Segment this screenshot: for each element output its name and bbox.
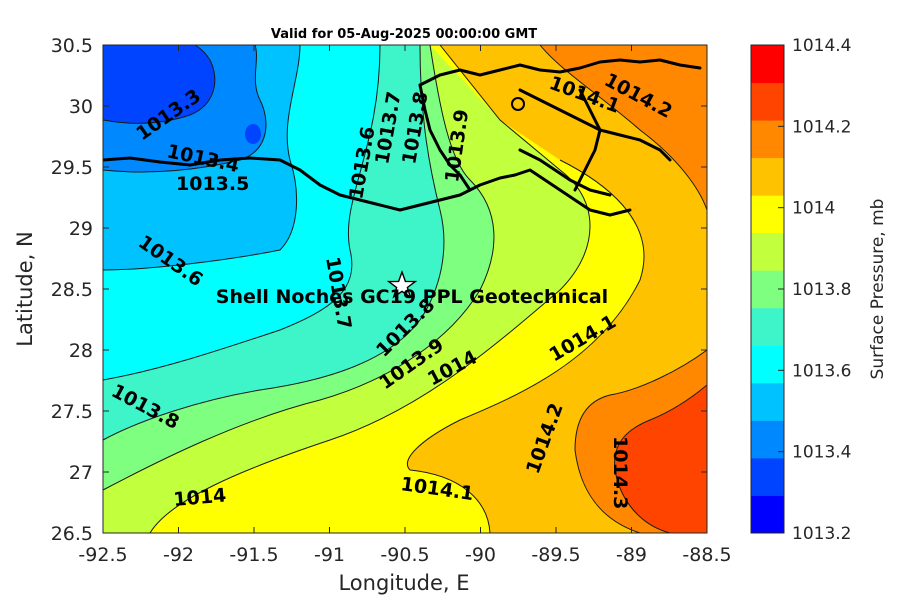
band-1014-3 xyxy=(614,385,707,533)
y-tick-label: 30.5 xyxy=(51,35,93,57)
x-tick-label: -90 xyxy=(465,544,496,566)
y-tick-label: 29 xyxy=(69,218,93,240)
y-axis-label: Latitude, N xyxy=(13,231,37,347)
contour-label: 1013.5 xyxy=(176,173,249,195)
colorbar-tick-label: 1014 xyxy=(792,199,835,219)
band-1014-2-upper xyxy=(540,45,707,210)
y-tick-label: 29.5 xyxy=(51,157,93,179)
y-tick-label: 28.5 xyxy=(51,279,93,301)
site-label: Shell Noches GC19 PPL Geotechnical xyxy=(216,286,608,308)
colorbar: 1014.4 1014.2 1014 1013.8 1013.6 1013.4 1013.2… xyxy=(750,36,888,544)
map-title: Valid for 05-Aug-2025 00:00:00 GMT xyxy=(271,27,537,42)
star-icon xyxy=(386,269,418,299)
colorbar-band xyxy=(751,82,784,121)
x-tick-label: -91 xyxy=(314,544,345,566)
colorbar-band xyxy=(751,120,784,159)
contour-label: 1014.3 xyxy=(609,436,631,509)
colorbar-tick-label: 1013.6 xyxy=(792,361,851,381)
y-tick-label: 30 xyxy=(69,96,93,118)
site-marker: Shell Noches GC19 PPL Geotechnical xyxy=(216,269,608,308)
colorbar-band xyxy=(751,457,784,496)
colorbar-band xyxy=(751,45,784,84)
x-tick-label: -92.5 xyxy=(78,544,127,566)
contour-lines xyxy=(103,45,707,533)
y-tick-label: 27.5 xyxy=(51,401,93,423)
y-tick-label: 26.5 xyxy=(51,523,93,545)
colorbar-tick-label: 1014.4 xyxy=(792,36,851,56)
x-axis-label: Longitude, E xyxy=(338,571,469,595)
colorbar-band xyxy=(751,307,784,346)
y-tick-label: 28 xyxy=(69,340,93,362)
band-1013-3-island xyxy=(245,124,261,144)
colorbar-band xyxy=(751,382,784,421)
colorbar-band xyxy=(751,345,784,384)
coastline xyxy=(103,58,702,217)
x-tick-label: -90.5 xyxy=(380,544,429,566)
x-tick-label: -89 xyxy=(616,544,647,566)
map-area xyxy=(103,45,707,533)
colorbar-band xyxy=(751,495,784,534)
colorbar-band xyxy=(751,420,784,459)
x-tick-label: -88.5 xyxy=(682,544,731,566)
colorbar-label: Surface Pressure, mb xyxy=(868,199,888,380)
colorbar-band xyxy=(751,195,784,234)
colorbar-band xyxy=(751,232,784,271)
contour-label: 1014 xyxy=(173,484,228,511)
colorbar-band xyxy=(751,157,784,196)
colorbar-tick-label: 1013.4 xyxy=(792,443,851,463)
y-axis: 30.5 30 29.5 29 28.5 28 27.5 27 26.5 Latitude, N xyxy=(13,35,707,545)
y-tick-label: 27 xyxy=(69,462,93,484)
colorbar-tick-label: 1013.8 xyxy=(792,280,851,300)
x-tick-label: -92 xyxy=(163,544,194,566)
x-tick-label: -89.5 xyxy=(531,544,580,566)
colorbar-tick-label: 1014.2 xyxy=(792,117,851,137)
colorbar-tick-label: 1013.2 xyxy=(792,524,851,544)
x-tick-label: -91.5 xyxy=(229,544,278,566)
band-1013-3 xyxy=(103,45,215,124)
x-axis: -92.5 -92 -91.5 -91 -90.5 -90 -89.5 -89 -88.5 Lo… xyxy=(78,45,732,595)
